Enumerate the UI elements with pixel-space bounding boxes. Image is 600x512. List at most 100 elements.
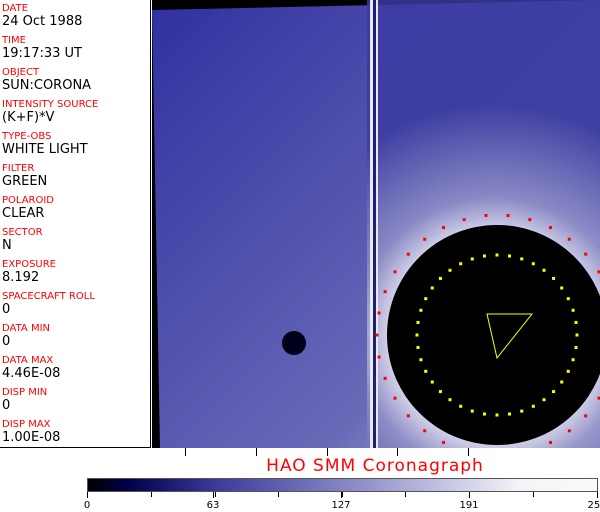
grid-dot	[495, 413, 499, 417]
grid-dot	[584, 414, 588, 418]
grid-dot	[575, 333, 579, 337]
colorbar-tick	[341, 492, 342, 498]
grid-dot	[560, 286, 564, 290]
field-label: SECTOR	[2, 227, 43, 238]
field-polaroid: POLAROID CLEAR	[2, 195, 54, 221]
colorbar-minor-tick	[278, 492, 279, 497]
grid-dot	[448, 268, 452, 272]
grid-dot	[462, 218, 466, 222]
coronagraph-svg	[152, 0, 600, 448]
grid-dot	[531, 262, 535, 266]
grid-dot	[566, 369, 570, 373]
colorbar-minor-tick	[469, 492, 470, 497]
grid-dot	[542, 398, 546, 402]
grid-dot	[393, 396, 397, 400]
grid-dot	[560, 380, 564, 384]
field-label: DISP MAX	[2, 419, 51, 430]
grid-dot	[508, 412, 512, 416]
field-value: 4.46E-08	[2, 366, 61, 381]
field-value: 8.192	[2, 270, 40, 285]
grid-dot	[482, 412, 486, 416]
grid-dot	[438, 276, 442, 280]
grid-dot	[597, 270, 600, 274]
field-sector: SECTOR N	[2, 227, 43, 253]
grid-dot	[584, 252, 588, 256]
field-date: DATE 24 Oct 1988	[2, 3, 82, 29]
grid-dot	[393, 270, 397, 274]
grid-dot	[484, 214, 488, 218]
field-data-min: DATA MIN 0	[2, 323, 50, 349]
colorbar-tick	[597, 492, 598, 498]
occulting-disk	[387, 225, 600, 445]
field-value: 0	[2, 398, 11, 413]
grid-dot	[448, 398, 452, 402]
field-value: WHITE LIGHT	[2, 142, 88, 157]
colorbar-minor-tick	[151, 492, 152, 497]
colorbar-tick-label: 127	[331, 500, 351, 511]
field-label: DATA MIN	[2, 323, 50, 334]
field-label: SPACECRAFT ROLL	[2, 291, 95, 302]
colorbar-tick	[87, 492, 88, 498]
grid-dot	[423, 429, 427, 433]
grid-dot	[419, 358, 423, 362]
grid-dot	[424, 369, 428, 373]
image-axis-tick	[327, 448, 328, 456]
grid-dot	[548, 226, 552, 230]
image-axis-tick	[256, 448, 257, 456]
grid-dot	[542, 268, 546, 272]
grid-dot	[482, 254, 486, 258]
field-value: GREEN	[2, 174, 48, 189]
grid-dot	[419, 308, 423, 312]
grid-dot	[438, 390, 442, 394]
field-data-max: DATA MAX 4.46E-08	[2, 355, 60, 381]
grid-dot	[528, 218, 532, 222]
field-label: EXPOSURE	[2, 259, 57, 270]
grid-dot	[406, 252, 410, 256]
grid-dot	[470, 409, 474, 413]
grid-dot	[520, 409, 524, 413]
grid-dot	[574, 346, 578, 350]
field-disp-max: DISP MAX 1.00E-08	[2, 419, 60, 445]
grid-dot	[548, 440, 552, 444]
field-object: OBJECT SUN:CORONA	[2, 67, 91, 93]
grid-dot	[552, 276, 556, 280]
field-value: 0	[2, 334, 11, 349]
grid-dot	[430, 286, 434, 290]
colorbar-minor-tick	[342, 492, 343, 497]
grid-dot	[571, 358, 575, 362]
colorbar-minor-tick	[533, 492, 534, 497]
header-info-panel: DATE 24 Oct 1988 TIME 19:17:33 UT OBJECT SUN:…	[0, 0, 151, 448]
grid-dot	[416, 346, 420, 350]
image-axis-tick	[468, 448, 469, 456]
grid-dot	[442, 226, 446, 230]
colorbar-minor-tick	[215, 492, 216, 497]
field-label: POLAROID	[2, 195, 55, 206]
field-label: INTENSITY SOURCE	[2, 99, 99, 110]
field-value: 0	[2, 302, 11, 317]
field-value: (K+F)*V	[2, 110, 55, 125]
grid-dot	[470, 257, 474, 261]
field-label: FILTER	[2, 163, 35, 174]
grid-dot	[597, 396, 600, 400]
grid-dot	[531, 404, 535, 408]
grid-dot	[383, 376, 387, 380]
field-label: TIME	[2, 35, 27, 46]
field-value: 19:17:33 UT	[2, 46, 82, 61]
colorbar-tick-label: 63	[206, 500, 220, 511]
field-disp-min: DISP MIN 0	[2, 387, 47, 413]
sun-spot	[282, 331, 306, 355]
grid-dot	[423, 237, 427, 241]
image-axis-tick	[185, 448, 186, 456]
grid-dot	[377, 311, 381, 315]
grid-dot	[508, 254, 512, 258]
field-label: DATE	[2, 3, 29, 14]
grid-dot	[567, 237, 571, 241]
colorbar-tick	[213, 492, 214, 498]
grid-dot	[567, 429, 571, 433]
grid-dot	[566, 297, 570, 301]
grid-dot	[430, 380, 434, 384]
grid-dot	[406, 414, 410, 418]
field-value: 24 Oct 1988	[2, 14, 83, 29]
grid-dot	[520, 257, 524, 261]
field-filter: FILTER GREEN	[2, 163, 47, 189]
